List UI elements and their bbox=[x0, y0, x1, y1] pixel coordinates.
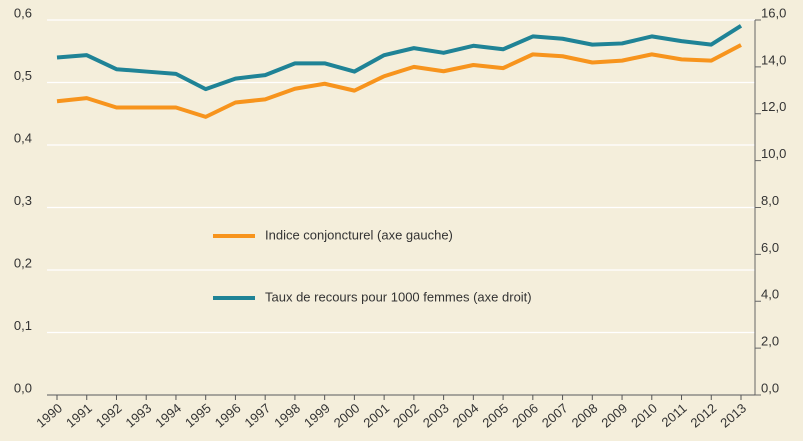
series-line bbox=[56, 24, 743, 92]
y-tick-label: 0,4 bbox=[14, 130, 32, 145]
y2-tick-label: 6,0 bbox=[761, 240, 779, 255]
y2-tick-label: 2,0 bbox=[761, 334, 779, 349]
y-tick-label: 0,6 bbox=[14, 5, 32, 20]
y-tick-label: 0,3 bbox=[14, 193, 32, 208]
y2-tick-label: 10,0 bbox=[761, 146, 786, 161]
y2-tick-label: 12,0 bbox=[761, 99, 786, 114]
y-tick-label: 0,1 bbox=[14, 318, 32, 333]
legend-label: Taux de recours pour 1000 femmes (axe dr… bbox=[265, 289, 532, 304]
y2-tick-label: 14,0 bbox=[761, 52, 786, 67]
y2-tick-label: 0,0 bbox=[761, 380, 779, 395]
y2-tick-label: 16,0 bbox=[761, 5, 786, 20]
y2-tick-label: 4,0 bbox=[761, 287, 779, 302]
series-line bbox=[56, 43, 742, 119]
y2-tick-label: 8,0 bbox=[761, 193, 779, 208]
y-tick-label: 0,0 bbox=[14, 380, 32, 395]
legend-label: Indice conjoncturel (axe gauche) bbox=[265, 227, 453, 242]
y-tick-label: 0,5 bbox=[14, 68, 32, 83]
y-tick-label: 0,2 bbox=[14, 255, 32, 270]
